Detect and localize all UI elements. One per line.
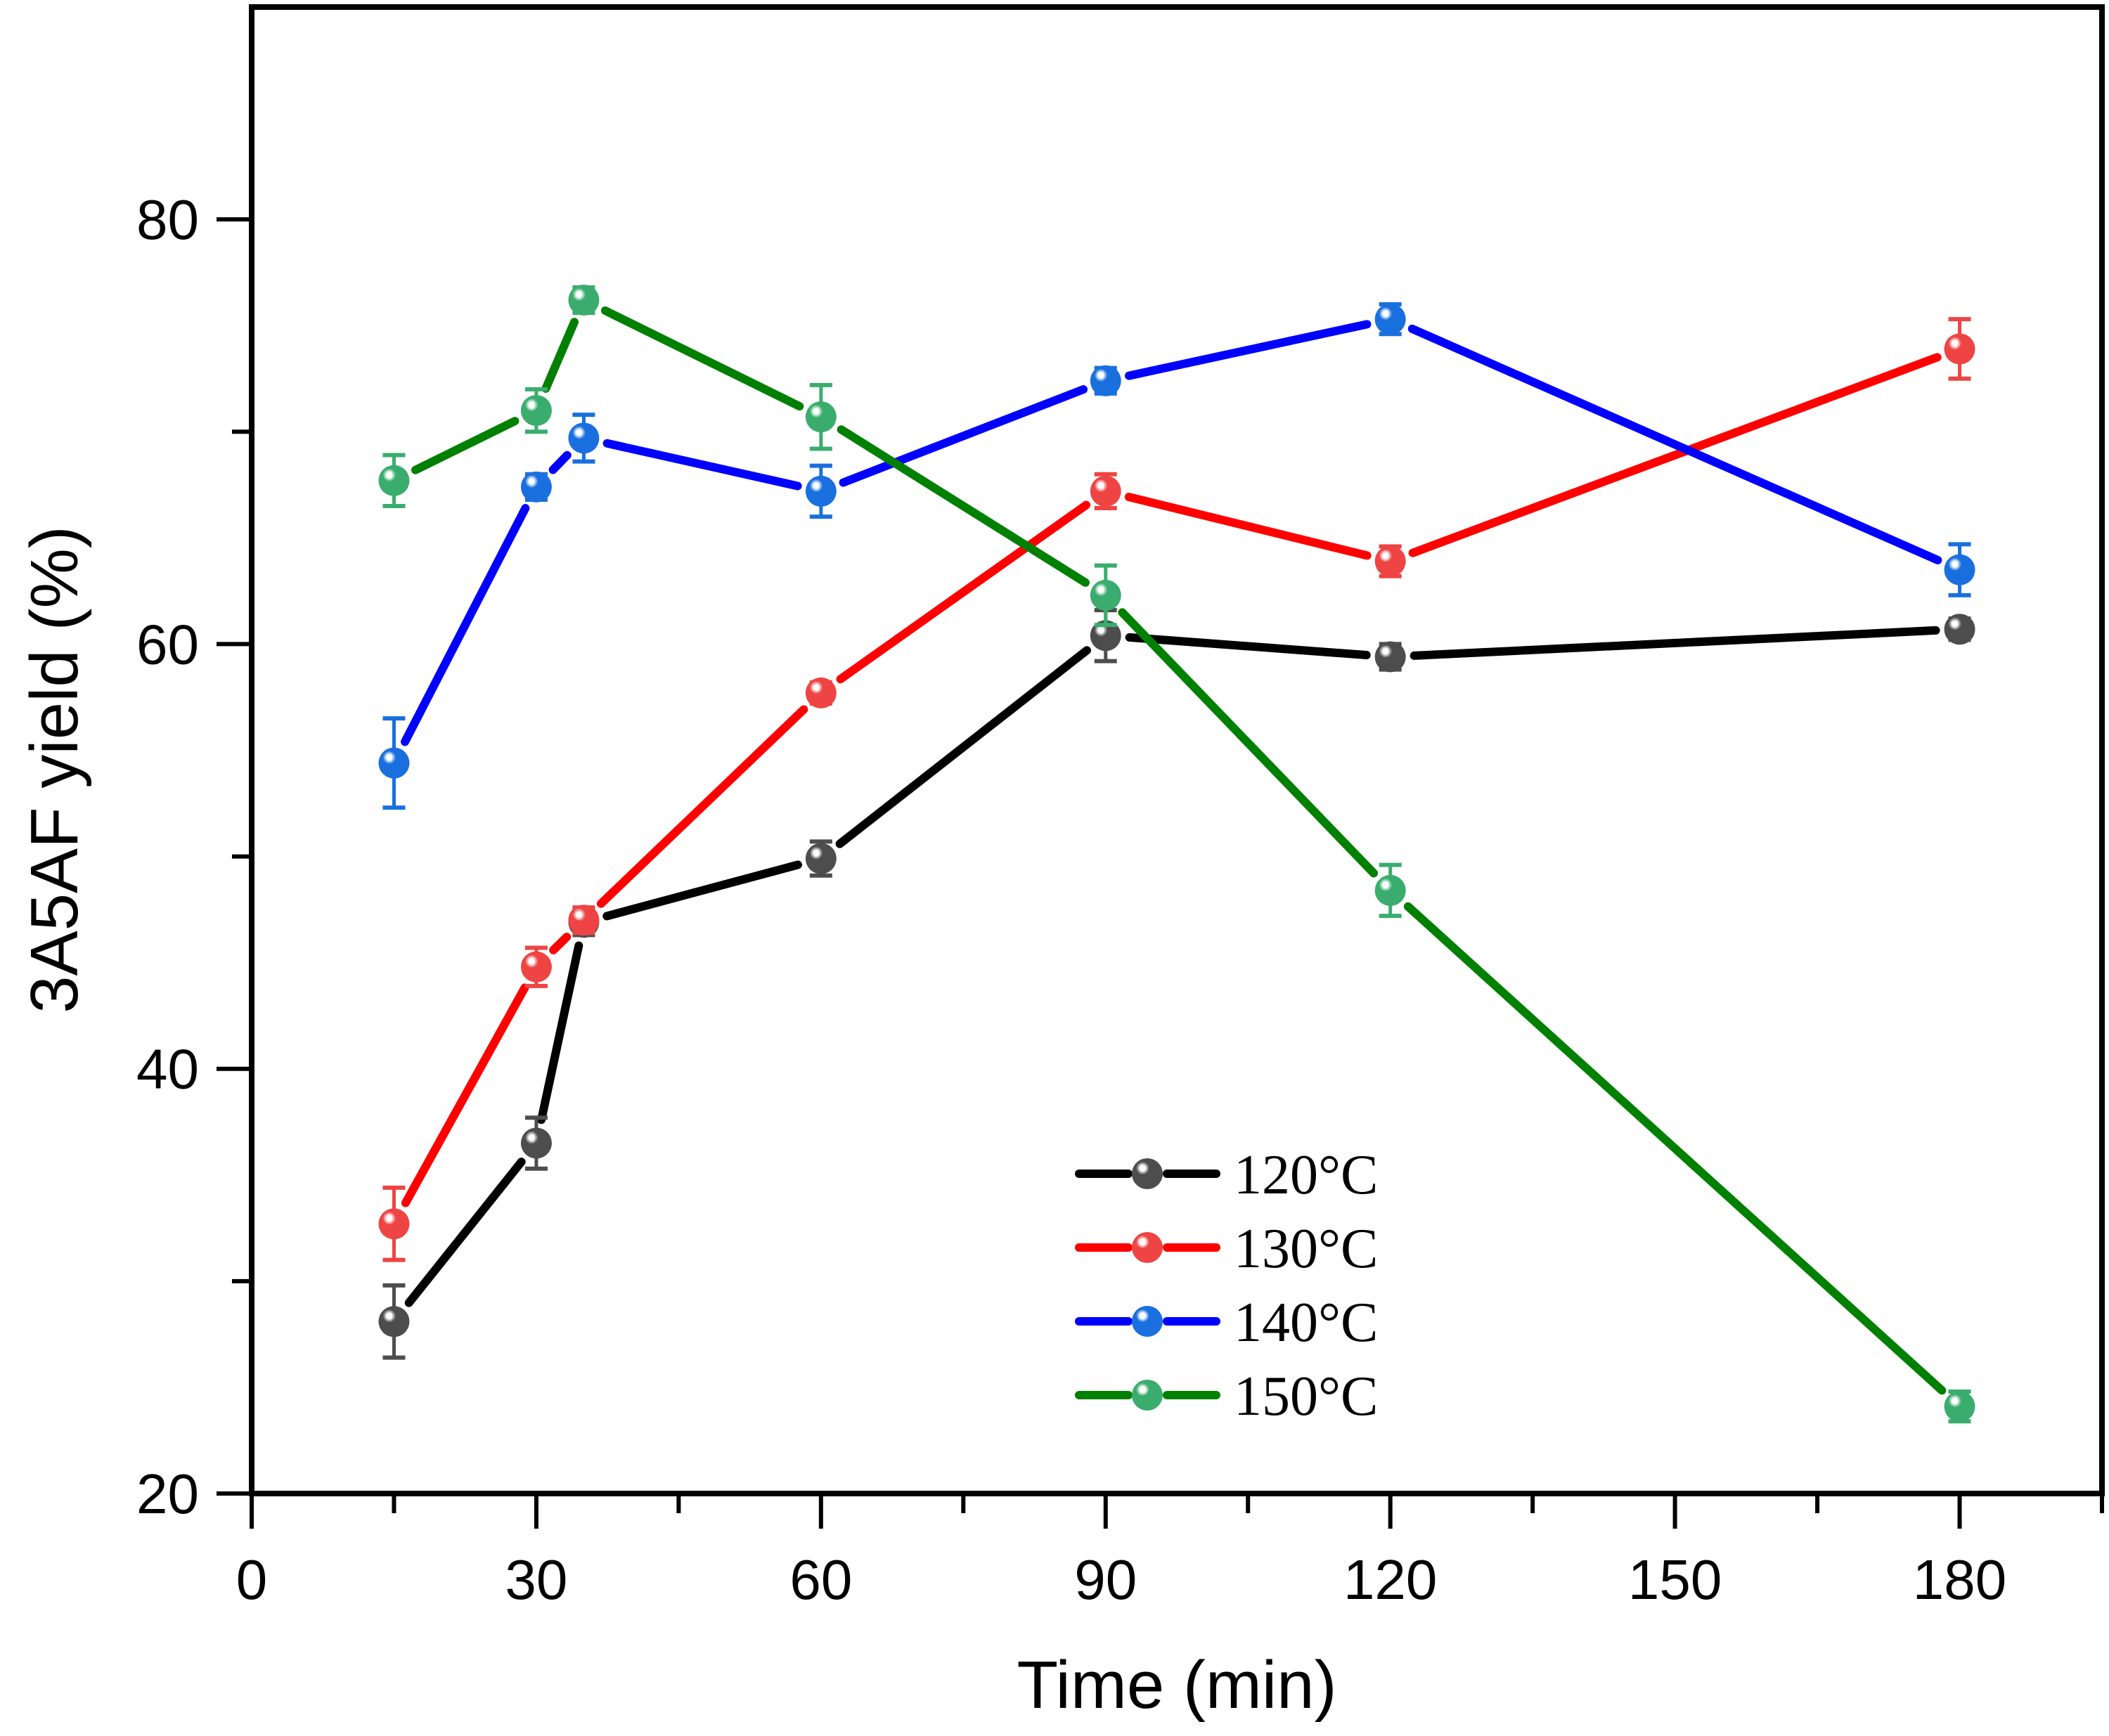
y-tick-label: 60	[136, 613, 199, 675]
plot-border	[249, 4, 2105, 1496]
series-line-segment	[1408, 353, 1942, 557]
legend-marker	[1132, 1232, 1163, 1263]
series-line-segment	[1124, 493, 1372, 560]
data-point	[1944, 1391, 1975, 1423]
y-tick-label: 40	[136, 1038, 199, 1101]
y-tick-label: 20	[136, 1463, 199, 1525]
series-120c	[378, 608, 1975, 1360]
x-tick-label: 90	[1074, 1548, 1137, 1611]
data-point	[805, 475, 837, 507]
y-axis-title: 3A5AF yield (%)	[17, 526, 92, 1013]
x-tick-label: 180	[1913, 1548, 2006, 1611]
x-tick-label: 0	[236, 1548, 268, 1611]
data-point	[805, 677, 837, 708]
series-line-segment	[411, 417, 520, 474]
series-line-segment	[596, 705, 808, 908]
data-point	[1374, 641, 1406, 673]
x-tick-label: 120	[1343, 1548, 1437, 1611]
series-line-segment	[541, 318, 579, 393]
x-tick-label: 30	[505, 1548, 567, 1611]
data-point	[568, 905, 600, 936]
series-line-segment	[537, 941, 583, 1125]
series-line-segment	[549, 933, 572, 954]
series-line-segment	[602, 860, 803, 921]
data-point	[378, 465, 410, 496]
series-line-segment	[1125, 633, 1371, 660]
series-150c	[378, 284, 1975, 1424]
data-point	[1374, 304, 1406, 335]
data-point	[1090, 620, 1121, 652]
data-point	[1944, 614, 1975, 645]
series-line-segment	[600, 306, 804, 411]
data-point	[805, 401, 837, 433]
legend-item: 150°C	[1075, 1366, 1378, 1427]
series-line-segment	[836, 500, 1091, 684]
x-tick-label: 60	[789, 1548, 852, 1611]
legend-item: 130°C	[1075, 1218, 1378, 1280]
x-tick-labels: 0 30 60 90 120 150 180	[236, 1548, 2007, 1611]
data-point	[1374, 545, 1406, 577]
legend-item: 120°C	[1075, 1144, 1378, 1206]
data-point	[520, 395, 552, 427]
series-line-segment	[401, 983, 529, 1207]
legend: 120°C 130°C 140°C 150°C	[1075, 1144, 1378, 1427]
y-tick-labels: 20 40 60 80	[136, 188, 199, 1525]
legend-label: 120°C	[1234, 1144, 1378, 1206]
data-point	[378, 1208, 410, 1240]
series-130c	[378, 317, 1975, 1262]
legend-marker	[1132, 1158, 1163, 1189]
series-layer	[378, 284, 1975, 1424]
x-axis-title: Time (min)	[1017, 1647, 1336, 1723]
series-line-segment	[835, 646, 1092, 848]
data-point	[520, 1127, 552, 1159]
data-point	[568, 422, 600, 454]
plot-frame	[249, 4, 2105, 1496]
series-line-segment	[404, 1158, 526, 1307]
series-line-segment	[1410, 626, 1940, 660]
series-line-segment	[401, 504, 530, 746]
data-point	[805, 843, 837, 874]
data-point	[1090, 579, 1121, 611]
data-point	[520, 951, 552, 983]
axis-ticks	[217, 217, 2104, 1529]
data-point	[1944, 333, 1975, 365]
legend-label: 130°C	[1234, 1218, 1378, 1280]
data-point	[1090, 365, 1121, 396]
y-tick-label: 80	[136, 188, 199, 251]
data-point	[520, 471, 552, 503]
series-140c	[378, 302, 1975, 810]
data-point	[1090, 475, 1121, 507]
series-line-segment	[837, 425, 1090, 587]
legend-item: 140°C	[1075, 1292, 1378, 1354]
data-point	[378, 747, 410, 779]
series-line-segment	[602, 439, 802, 491]
series-line-segment	[1403, 902, 1947, 1395]
data-point	[568, 284, 600, 316]
legend-marker	[1132, 1306, 1163, 1337]
legend-marker	[1132, 1380, 1163, 1411]
series-line-segment	[839, 385, 1088, 487]
legend-label: 140°C	[1234, 1292, 1378, 1354]
x-tick-label: 150	[1628, 1548, 1722, 1611]
data-point	[1374, 874, 1406, 906]
data-point	[1944, 554, 1975, 585]
data-point	[378, 1306, 410, 1337]
series-line-segment	[1407, 324, 1942, 564]
legend-label: 150°C	[1234, 1366, 1378, 1427]
series-line-segment	[1118, 608, 1379, 878]
series-line-segment	[548, 451, 572, 474]
series-line-segment	[1125, 320, 1372, 380]
